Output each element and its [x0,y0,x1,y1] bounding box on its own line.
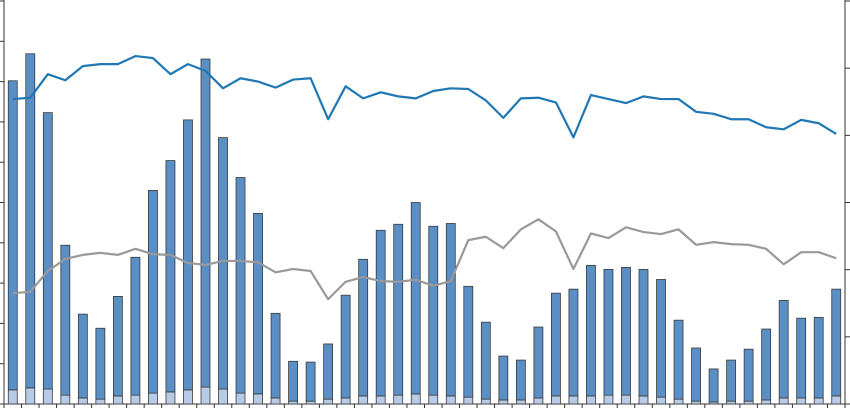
bar-segment [656,396,666,405]
bar-segment [533,397,544,405]
bar-segment [551,395,561,405]
bar-segment [253,393,263,405]
bar-segment [551,292,561,397]
bar-segment [7,389,18,405]
bar-segment [165,160,176,393]
bar-segment [445,395,456,405]
bar-segment [375,229,386,397]
bar-segment [200,386,211,405]
bar-segment [498,399,509,405]
bar-segment [603,394,614,405]
bar-segment [358,258,369,397]
line-series [12,54,837,139]
bar-segment [445,223,456,397]
bar-segment [673,398,684,405]
bar-segment [515,359,526,401]
bar-segment [288,360,298,402]
bar-segment [410,393,421,405]
bar-segment [813,397,824,405]
bar-segment [778,397,789,405]
bar-segment [778,300,789,399]
bar-segment [95,327,106,400]
bar-segment [165,391,176,405]
bar-segment [498,355,509,401]
bar-segment [761,399,772,405]
bar-segment [25,53,36,389]
bar-segment [586,264,596,397]
bar-segment [270,312,281,399]
bar-segment [831,288,842,397]
bar-segment [340,397,351,405]
bar-segment [726,400,737,405]
bar-segment [796,317,807,399]
bar-segment [305,361,316,402]
bar-segment [183,389,193,405]
bar-segment [428,225,439,396]
bar-segment [480,321,491,400]
bar-segment [673,319,684,400]
bar-segment [95,398,106,405]
bar-segment [25,387,36,405]
bar-segment [691,400,701,405]
bar-segment [743,348,754,402]
bar-segment [621,394,631,405]
bar-segment [323,343,334,400]
bar-segment [410,202,421,395]
bar-segment [77,313,88,399]
bar-segment [148,392,158,405]
bar-segment [568,395,579,405]
bar-segment [796,397,807,405]
bar-segment [638,268,649,397]
bar-segment [60,394,71,405]
bar-segment [42,112,53,390]
bar-segment [218,388,228,405]
bar-segment [358,395,369,405]
bar-segment [323,398,334,405]
bar-segment [393,394,404,405]
bar-segment [130,256,141,396]
bar-segment [288,400,298,405]
bar-segment [218,137,228,390]
bar-segment [726,359,737,402]
bar-segment [340,294,351,399]
bar-segment [603,268,614,396]
bar-segment [761,328,772,401]
bar-segment [656,279,666,398]
bar-segment [235,392,246,405]
bar-segment [183,119,193,391]
bar-segment [831,395,842,405]
bar-segment [515,399,526,405]
bar-segment [691,347,701,402]
bar-segment [743,400,754,405]
bar-segment [586,395,596,405]
bar-segment [428,394,439,405]
bar-segment [533,326,544,399]
bar-segment [621,266,631,396]
bar-segment [60,244,71,396]
bar-segment [253,212,263,395]
bar-segment [130,394,141,405]
bar-segment [42,388,53,405]
bar-segment [270,397,281,405]
bar-segment [813,316,824,399]
bar-segment [463,396,474,405]
line-series [12,218,837,301]
bar-segment [112,395,123,405]
bar-segment [375,395,386,405]
bar-segment [200,58,211,388]
bar-segment [235,177,246,394]
bar-segment [463,285,474,398]
bar-segment [305,400,316,405]
bar-segment [708,368,719,403]
bar-segment [112,295,123,397]
bar-segment [638,395,649,405]
bar-segment [148,190,158,394]
bar-segment [7,80,18,391]
bar-segment [77,397,88,405]
bar-segment [568,288,579,397]
bar-segment [393,223,404,396]
bar-segment [480,398,491,405]
